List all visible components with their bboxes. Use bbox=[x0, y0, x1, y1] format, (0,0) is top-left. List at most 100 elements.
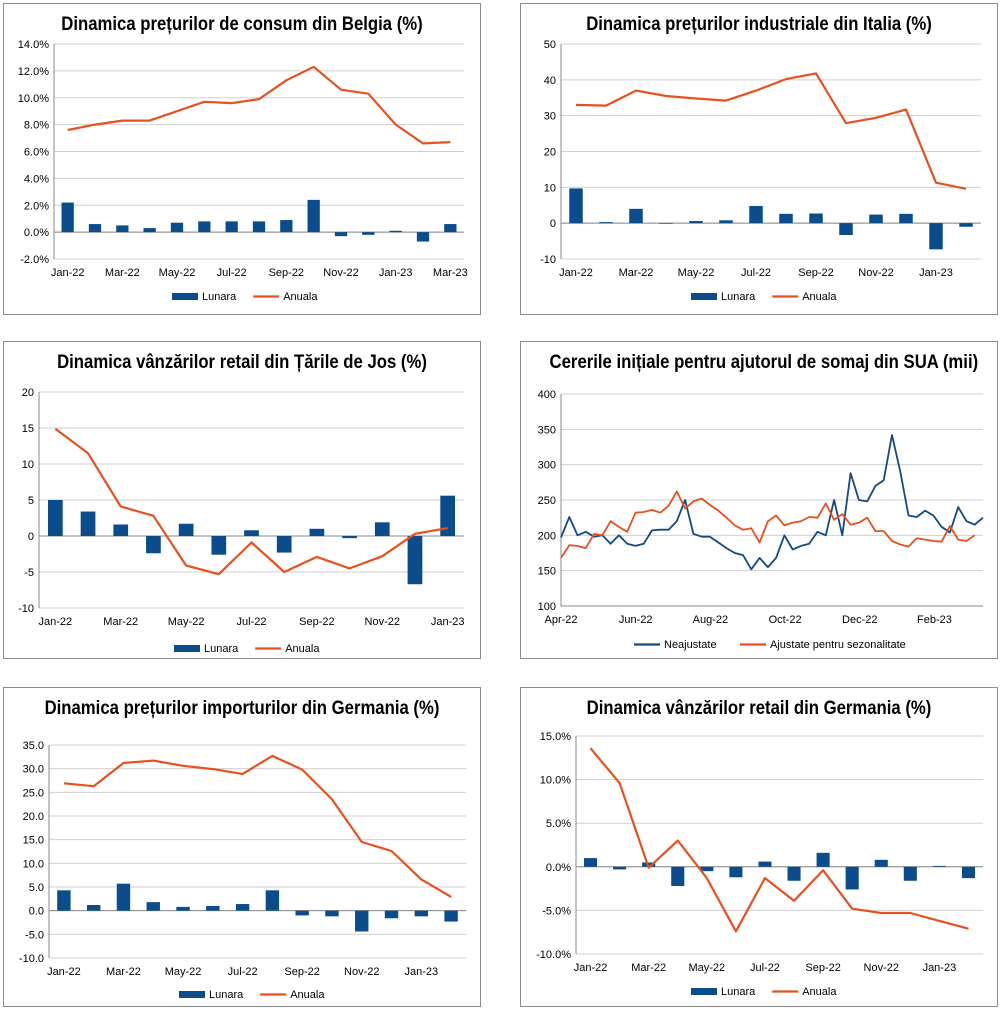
x-tick-label: May-22 bbox=[159, 267, 196, 279]
chart-title: Dinamica prețurilor de consum din Belgia… bbox=[61, 14, 423, 35]
y-tick-label: 5.0 bbox=[29, 882, 44, 894]
x-tick-label: Nov-22 bbox=[864, 962, 899, 974]
bar-lunara bbox=[749, 205, 763, 224]
legend-label: Lunara bbox=[721, 986, 756, 998]
plot-area bbox=[569, 72, 973, 250]
bar-lunara bbox=[384, 910, 399, 919]
bar-lunara bbox=[276, 536, 292, 553]
x-tick-label: Jun-22 bbox=[619, 614, 653, 626]
y-tick-label: 30 bbox=[544, 111, 556, 123]
y-tick-label: 300 bbox=[538, 460, 556, 472]
bar-lunara bbox=[252, 221, 266, 233]
x-tick-label: Feb-23 bbox=[917, 614, 952, 626]
bar-lunara bbox=[307, 199, 320, 233]
bar-lunara bbox=[961, 866, 976, 879]
y-tick-label: -10.0% bbox=[536, 949, 571, 961]
bar-lunara bbox=[309, 528, 325, 536]
y-tick-label: -5.0% bbox=[542, 905, 571, 917]
x-tick-label: Mar-22 bbox=[631, 962, 666, 974]
legend: Lunara Anuala bbox=[172, 291, 318, 303]
bar-lunara bbox=[280, 220, 293, 233]
legend-label: Anuala bbox=[285, 643, 320, 655]
y-tick-label: 10 bbox=[544, 182, 556, 194]
chart-title: Dinamica vânzărilor retail din Țările de… bbox=[57, 352, 427, 373]
y-tick-label: 10.0% bbox=[540, 775, 571, 787]
x-tick-label: Mar-23 bbox=[433, 267, 468, 279]
bar-lunara bbox=[671, 866, 685, 886]
bar-lunara bbox=[569, 188, 583, 224]
x-tick-label: Sep-22 bbox=[299, 616, 334, 628]
y-tick-label: 0 bbox=[550, 218, 556, 230]
line-ajustate bbox=[560, 490, 976, 559]
plot-area bbox=[61, 65, 457, 242]
x-tick-label: Jan-23 bbox=[379, 267, 413, 279]
chart-title: Dinamica prețurilor importurilor din Ger… bbox=[44, 698, 440, 719]
bar-lunara bbox=[57, 890, 71, 911]
y-tick-label: 100 bbox=[538, 601, 556, 613]
x-tick-label: Jan-23 bbox=[431, 616, 465, 628]
x-tick-label: Mar-22 bbox=[619, 267, 654, 279]
x-tick-label: Mar-22 bbox=[103, 616, 138, 628]
chart-svg: -10 0 10 20 30 40 50 Jan-22 Mar-22 May-22 Jul-22 Se… bbox=[540, 39, 981, 303]
bar-lunara bbox=[355, 910, 369, 932]
bar-lunara bbox=[342, 536, 357, 539]
y-tick-label: -10 bbox=[540, 254, 556, 266]
y-tick-label: 10 bbox=[22, 459, 34, 471]
plot-area bbox=[583, 747, 976, 933]
y-tick-label: 0.0% bbox=[24, 227, 49, 239]
x-tick-label: May-22 bbox=[168, 616, 205, 628]
bar-lunara bbox=[809, 213, 823, 224]
y-tick-label: 20.0 bbox=[23, 811, 44, 823]
y-tick-label: 350 bbox=[538, 424, 556, 436]
chart-svg: -2.0% 0.0% 2.0% 4.0% 6.0% 8.0% 10.0% 12.0% 14.0%… bbox=[18, 39, 468, 303]
x-tick-label: Nov-22 bbox=[344, 966, 379, 978]
bar-lunara bbox=[629, 208, 643, 224]
y-tick-label: 15 bbox=[22, 423, 34, 435]
bar-lunara bbox=[932, 865, 946, 867]
y-tick-label: 10.0 bbox=[23, 858, 44, 870]
y-tick-label: 0.0 bbox=[29, 906, 44, 918]
bar-lunara bbox=[334, 232, 348, 237]
line-anuala bbox=[575, 72, 967, 190]
legend-label: Lunara bbox=[721, 291, 756, 303]
x-tick-label: Nov-22 bbox=[323, 267, 358, 279]
x-tick-label: Jul-22 bbox=[237, 616, 267, 628]
y-tick-label: 50 bbox=[544, 39, 556, 51]
bar-lunara bbox=[170, 222, 184, 233]
bar-lunara bbox=[88, 224, 102, 233]
chart-title: Dinamica vânzărilor retail din Germania … bbox=[586, 698, 932, 719]
legend-swatch-bar bbox=[691, 988, 717, 995]
bar-lunara bbox=[599, 222, 613, 224]
x-tick-label: Oct-22 bbox=[769, 614, 802, 626]
legend: Neajustate Ajustate pentru sezonalitate bbox=[634, 639, 906, 651]
x-tick-label: Aug-22 bbox=[693, 614, 728, 626]
bar-lunara bbox=[244, 530, 259, 536]
y-tick-label: 25.0 bbox=[23, 787, 44, 799]
x-tick-label: Nov-22 bbox=[365, 616, 400, 628]
axes: -10.0% -5.0% 0.0% 5.0% 10.0% 15.0% Jan-22 Mar-2… bbox=[536, 731, 983, 974]
bar-lunara bbox=[325, 910, 339, 917]
x-tick-label: Jan-22 bbox=[51, 267, 85, 279]
x-tick-label: May-22 bbox=[688, 962, 725, 974]
bar-lunara bbox=[211, 536, 227, 555]
x-tick-label: Jul-22 bbox=[228, 966, 258, 978]
bar-lunara bbox=[80, 511, 96, 536]
chart-panel-italy-ppi: Dinamica prețurilor industriale din Ital… bbox=[520, 3, 998, 315]
bar-lunara bbox=[113, 524, 129, 536]
x-tick-label: Jan-22 bbox=[47, 966, 81, 978]
line-anuala bbox=[589, 747, 969, 933]
chart-panel-us-jobless-claims: Cererile inițiale pentru ajutorul de som… bbox=[520, 341, 998, 659]
bar-lunara bbox=[225, 221, 238, 233]
x-tick-label: Jan-22 bbox=[39, 616, 73, 628]
line-anuala bbox=[54, 427, 448, 576]
chart-svg: -10 -5 0 5 10 15 20 Jan-22 Mar-22 May-22 Jul-22 Sep… bbox=[18, 387, 465, 655]
chart-svg: -10.0% -5.0% 0.0% 5.0% 10.0% 15.0% Jan-22 Mar-2… bbox=[536, 731, 983, 998]
y-tick-label: 35.0 bbox=[23, 740, 44, 752]
bar-lunara bbox=[146, 536, 161, 554]
bar-lunara bbox=[839, 223, 853, 235]
bar-lunara bbox=[206, 905, 220, 911]
x-tick-label: Sep-22 bbox=[805, 962, 840, 974]
y-tick-label: 15.0 bbox=[23, 835, 44, 847]
bar-lunara bbox=[729, 866, 743, 878]
x-tick-label: Dec-22 bbox=[842, 614, 877, 626]
